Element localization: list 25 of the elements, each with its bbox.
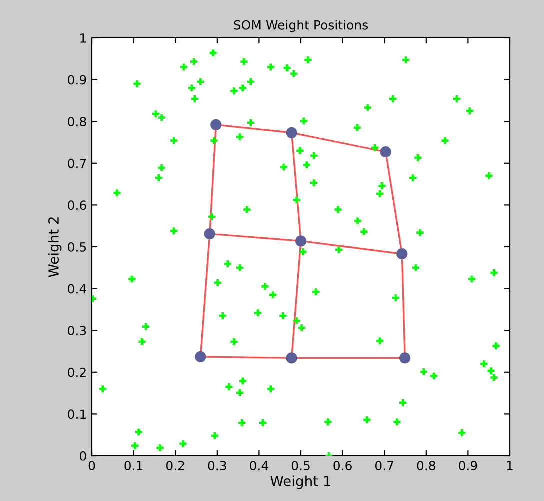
x-tick-label: 0.4 [250, 461, 268, 471]
x-tick-label: 0.3 [208, 461, 226, 471]
x-tick-label: 0 [88, 461, 96, 471]
y-tick-label: 1 [80, 34, 86, 43]
y-tick-label: 0.7 [68, 158, 86, 168]
x-tick-label: 0.5 [292, 461, 310, 471]
y-tick-label: 0.5 [68, 242, 86, 252]
y-tick-label: 0.3 [68, 326, 86, 336]
y-tick-label: 0.6 [68, 200, 86, 210]
x-tick-label: 1 [507, 461, 513, 470]
chart-title: SOM Weight Positions [234, 20, 368, 32]
x-tick-label: 0.9 [459, 461, 478, 471]
y-tick-label: 0.4 [68, 284, 86, 294]
y-tick-label: 0.8 [68, 117, 86, 127]
x-axis-title: Weight 1 [270, 476, 331, 490]
x-tick-label: 0.7 [375, 461, 394, 471]
y-tick-label: 0.1 [68, 410, 86, 420]
y-tick-label: 0 [80, 451, 86, 461]
y-tick-label: 0.2 [68, 368, 86, 378]
x-tick-label: 0.2 [166, 461, 184, 471]
y-tick-label: 0.9 [68, 75, 86, 85]
x-tick-label: 0.1 [124, 461, 143, 471]
x-tick-label: 0.6 [334, 461, 352, 471]
x-tick-label: 0.8 [417, 461, 436, 471]
y-axis-title: Weight 2 [48, 218, 62, 278]
